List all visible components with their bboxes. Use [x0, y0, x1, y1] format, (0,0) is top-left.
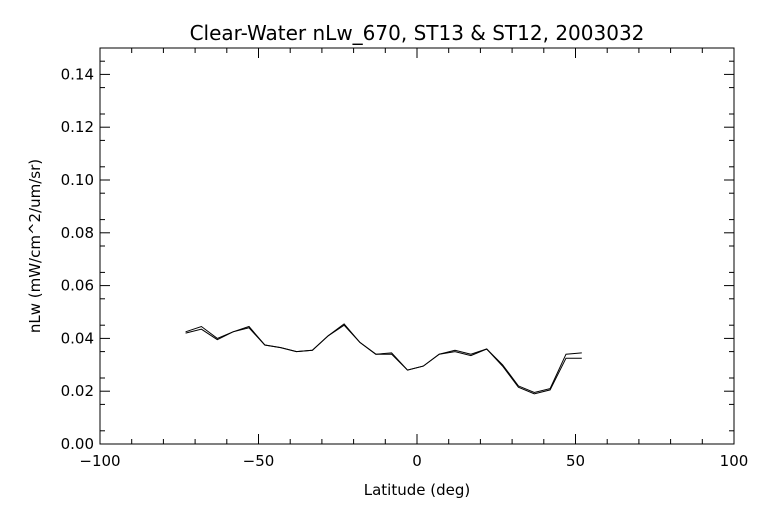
series-line-1 [185, 323, 582, 394]
y-tick-label: 0.08 [61, 224, 94, 242]
chart-title: Clear-Water nLw_670, ST13 & ST12, 200303… [190, 21, 645, 45]
x-tick-label: −100 [79, 452, 120, 470]
x-tick-label: −50 [243, 452, 275, 470]
series-line-2 [185, 324, 582, 395]
y-tick-label: 0.02 [61, 382, 94, 400]
y-axis: 0.00 0.02 0.04 0.06 0.08 0.10 0.12 0.14 [61, 60, 734, 453]
x-tick-label: 0 [412, 452, 422, 470]
y-tick-label: 0.10 [61, 171, 94, 189]
x-tick-label: 50 [566, 452, 585, 470]
y-tick-label: 0.00 [61, 435, 94, 453]
y-tick-label: 0.14 [61, 65, 94, 83]
plot-frame [99, 47, 735, 445]
series-layer [185, 323, 582, 395]
x-tick-label: 100 [720, 452, 749, 470]
y-tick-label: 0.04 [61, 329, 94, 347]
y-tick-label: 0.12 [61, 118, 94, 136]
x-axis-label: Latitude (deg) [364, 481, 470, 499]
y-tick-label: 0.06 [61, 277, 94, 295]
y-axis-label: nLw (mW/cm^2/um/sr) [26, 159, 44, 333]
x-axis: −100 −50 0 50 100 [79, 48, 748, 470]
